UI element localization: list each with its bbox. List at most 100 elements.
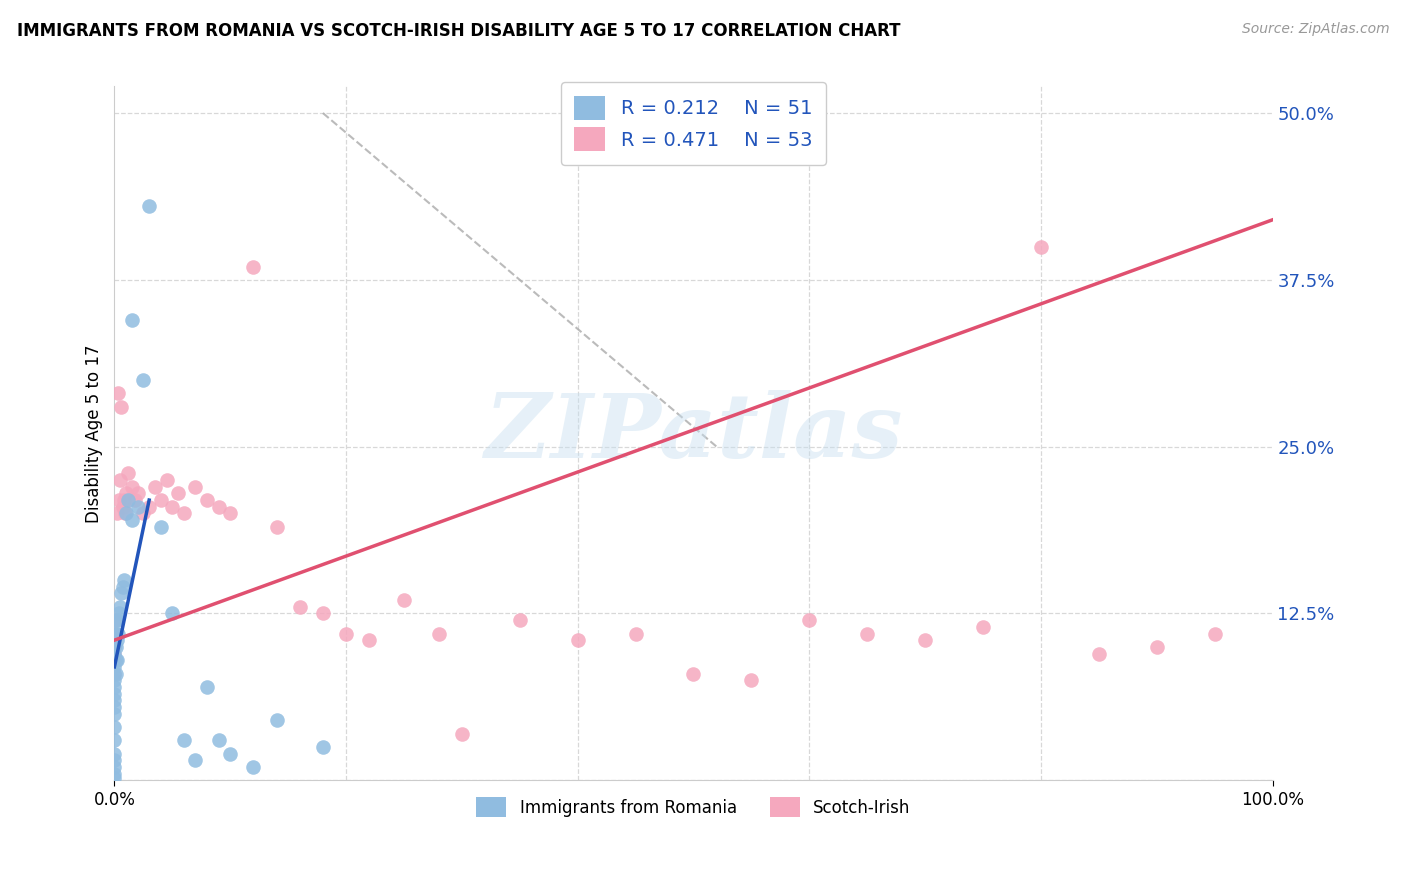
Point (312, 607, 335, 621)
Point (799, 613, 821, 627)
Point (108, 599, 131, 614)
Point (450, 726, 472, 740)
Text: Source: ZipAtlas.com: Source: ZipAtlas.com (1241, 22, 1389, 37)
Point (127, 486, 149, 500)
Point (103, 680, 125, 694)
Point (103, 706, 125, 721)
Point (208, 500, 231, 514)
Point (121, 313, 143, 327)
Point (110, 400, 132, 414)
Point (914, 633, 936, 648)
Legend: Immigrants from Romania, Scotch-Irish: Immigrants from Romania, Scotch-Irish (470, 790, 917, 824)
Point (312, 739, 335, 754)
Point (103, 613, 125, 627)
Point (110, 586, 132, 600)
Point (167, 486, 190, 500)
Point (104, 666, 127, 681)
Point (103, 699, 125, 714)
Point (195, 493, 218, 508)
Point (103, 666, 125, 681)
Point (427, 626, 450, 640)
Point (173, 507, 195, 521)
Point (682, 666, 704, 681)
Text: ZIPatlas: ZIPatlas (485, 390, 903, 476)
Point (117, 467, 139, 481)
Point (108, 607, 131, 621)
Point (124, 493, 146, 508)
Point (111, 500, 134, 514)
Point (114, 507, 136, 521)
Point (335, 626, 357, 640)
Point (242, 760, 264, 774)
Point (103, 626, 125, 640)
Point (115, 486, 138, 500)
Point (105, 653, 128, 667)
Text: IMMIGRANTS FROM ROMANIA VS SCOTCH-IRISH DISABILITY AGE 5 TO 17 CORRELATION CHART: IMMIGRANTS FROM ROMANIA VS SCOTCH-IRISH … (17, 22, 900, 40)
Point (184, 753, 207, 767)
Point (392, 593, 415, 607)
Point (266, 713, 288, 727)
Point (107, 386, 129, 401)
Point (107, 626, 129, 640)
Point (103, 660, 125, 674)
Point (105, 507, 128, 521)
Point (288, 599, 311, 614)
Point (103, 666, 125, 681)
Point (103, 687, 125, 701)
Point (103, 653, 125, 667)
Point (104, 626, 127, 640)
Point (242, 260, 264, 274)
Point (138, 500, 160, 514)
Point (104, 613, 127, 627)
Point (155, 473, 177, 487)
Y-axis label: Disability Age 5 to 17: Disability Age 5 to 17 (86, 344, 103, 523)
Point (103, 647, 125, 661)
Point (740, 673, 762, 688)
Point (103, 640, 125, 654)
Point (1088, 647, 1111, 661)
Point (103, 747, 125, 761)
Point (359, 633, 381, 648)
Point (104, 640, 127, 654)
Point (105, 633, 128, 648)
Point (121, 513, 143, 527)
Point (208, 733, 231, 747)
Point (112, 493, 135, 508)
Point (103, 647, 125, 661)
Point (138, 199, 160, 213)
Point (103, 720, 125, 734)
Point (266, 520, 288, 534)
Point (104, 653, 127, 667)
Point (103, 653, 125, 667)
Point (149, 520, 172, 534)
Point (219, 747, 242, 761)
Point (103, 673, 125, 688)
Point (567, 633, 589, 648)
Point (219, 507, 242, 521)
Point (108, 493, 131, 508)
Point (972, 620, 994, 634)
Point (117, 493, 139, 508)
Point (103, 626, 125, 640)
Point (103, 766, 125, 780)
Point (103, 771, 125, 785)
Point (103, 733, 125, 747)
Point (112, 573, 135, 587)
Point (195, 680, 218, 694)
Point (162, 607, 184, 621)
Point (509, 613, 531, 627)
Point (132, 507, 155, 521)
Point (132, 373, 155, 387)
Point (143, 480, 166, 494)
Point (115, 507, 138, 521)
Point (856, 626, 879, 640)
Point (184, 480, 207, 494)
Point (149, 493, 172, 508)
Point (162, 500, 184, 514)
Point (1204, 626, 1226, 640)
Point (103, 693, 125, 707)
Point (103, 633, 125, 648)
Point (121, 480, 143, 494)
Point (127, 500, 149, 514)
Point (103, 753, 125, 767)
